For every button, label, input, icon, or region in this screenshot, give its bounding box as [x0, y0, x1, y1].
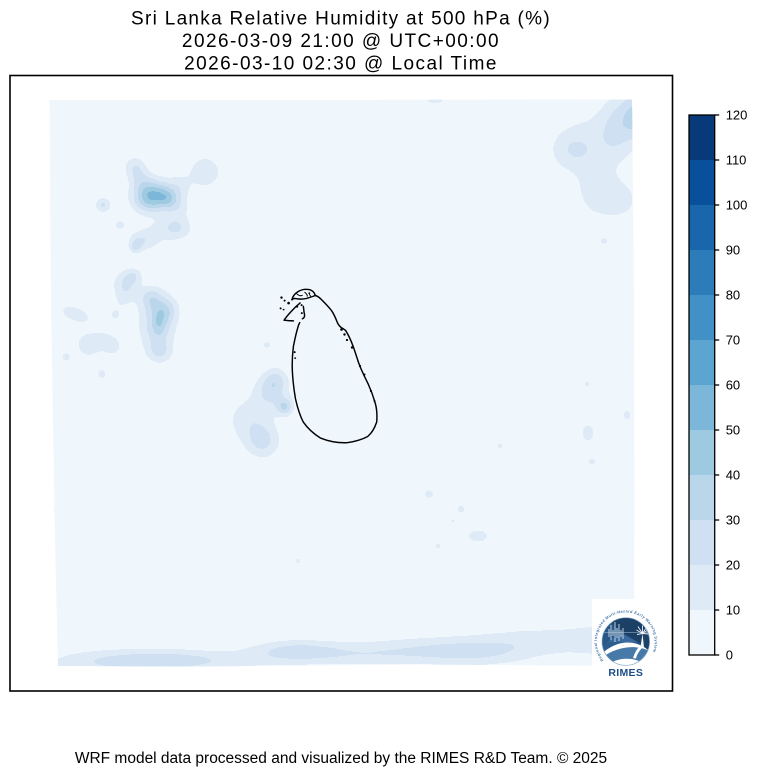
svg-text:70: 70: [726, 333, 740, 348]
svg-text:120: 120: [726, 108, 748, 123]
svg-text:WRF model data processed and v: WRF model data processed and visualized …: [75, 750, 607, 767]
svg-text:20: 20: [726, 558, 740, 573]
svg-text:80: 80: [726, 288, 740, 303]
svg-text:90: 90: [726, 243, 740, 258]
svg-text:0: 0: [726, 648, 733, 663]
svg-text:60: 60: [726, 378, 740, 393]
svg-text:30: 30: [726, 513, 740, 528]
svg-text:2026-03-09 21:00 @ UTC+00:00: 2026-03-09 21:00 @ UTC+00:00: [182, 31, 500, 52]
svg-text:Sri Lanka Relative Humidity at: Sri Lanka Relative Humidity at 500 hPa (…: [131, 9, 551, 30]
svg-text:10: 10: [726, 603, 740, 618]
svg-text:110: 110: [726, 153, 747, 168]
svg-text:100: 100: [726, 198, 748, 213]
svg-text:RIMES: RIMES: [608, 667, 643, 679]
svg-text:40: 40: [726, 468, 740, 483]
svg-text:50: 50: [726, 423, 740, 438]
svg-text:2026-03-10 02:30 @ Local Time: 2026-03-10 02:30 @ Local Time: [184, 54, 498, 75]
